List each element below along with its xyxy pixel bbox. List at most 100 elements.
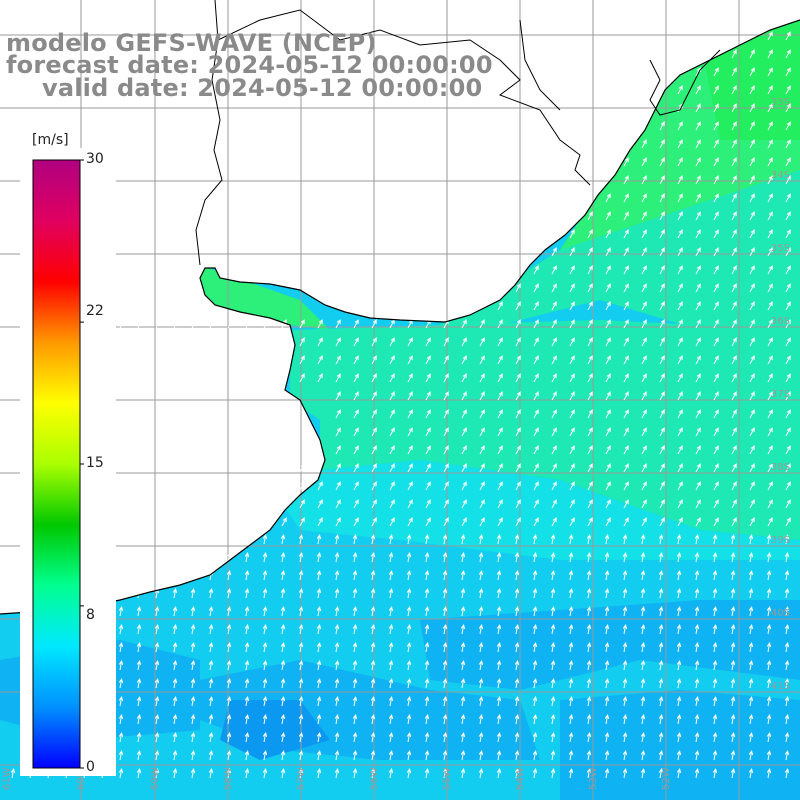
wind-arrow [587, 391, 593, 401]
wind-arrow-head [354, 391, 359, 397]
wind-arrow [695, 535, 699, 545]
wind-arrow [191, 697, 195, 707]
wind-arrow [767, 553, 771, 563]
wind-arrow [587, 589, 591, 599]
wind-arrow [353, 643, 357, 653]
wind-arrow-head [408, 409, 413, 415]
wind-arrow-head [118, 641, 124, 648]
wind-arrow-head [244, 695, 250, 702]
wind-arrow-head [696, 319, 701, 325]
wind-arrow-head [354, 463, 359, 469]
wind-arrow [641, 319, 647, 329]
wind-arrow [425, 589, 429, 599]
wind-arrow [299, 733, 303, 743]
wind-arrow-head [208, 605, 214, 612]
wind-arrow-head [694, 569, 700, 576]
wind-arrow-head [696, 265, 701, 271]
wind-arrow-head [640, 569, 646, 576]
wind-arrow [479, 661, 483, 671]
wind-arrow [263, 769, 267, 779]
wind-arrow [245, 571, 249, 581]
wind-arrow [227, 751, 231, 761]
wind-arrow [623, 319, 629, 329]
wind-arrow [407, 409, 413, 419]
wind-arrow [695, 571, 699, 581]
wind-arrow-head [336, 445, 341, 451]
wind-arrow [767, 121, 773, 131]
wind-arrow-head [768, 499, 773, 505]
wind-arrow-head [496, 731, 502, 738]
wind-arrow-head [570, 463, 575, 469]
wind-arrow-head [514, 695, 520, 702]
wind-arrow [551, 553, 555, 563]
wind-arrow [299, 535, 303, 545]
wind-arrow-head [280, 677, 286, 684]
wind-arrow [767, 643, 771, 653]
wind-arrow-head [714, 427, 719, 433]
wind-arrow [353, 625, 357, 635]
wind-arrow [659, 733, 663, 743]
wind-arrow-head [498, 517, 503, 523]
wind-arrow-head [354, 373, 359, 379]
wind-arrow-head [388, 587, 394, 594]
wind-arrow [677, 193, 683, 203]
wind-arrow [713, 733, 717, 743]
wind-arrow-head [154, 677, 160, 684]
wind-arrow [335, 427, 341, 437]
wind-arrow-head [606, 319, 611, 325]
wind-arrow [533, 661, 537, 671]
wind-arrow-head [732, 265, 737, 271]
wind-arrow [659, 481, 665, 491]
wind-arrow [425, 625, 429, 635]
wind-arrow [335, 499, 341, 509]
wind-arrow-head [768, 229, 773, 235]
wind-arrow [389, 589, 393, 599]
wind-arrow-head [118, 713, 124, 720]
wind-arrow-head [714, 337, 719, 343]
wind-arrow [299, 499, 305, 509]
wind-arrow-head [640, 749, 646, 756]
wind-arrow [461, 391, 467, 401]
wind-arrow [695, 85, 701, 95]
wind-arrow [371, 355, 377, 365]
wind-arrow-head [174, 301, 179, 307]
wind-arrow-head [534, 463, 539, 469]
wind-arrow-head [658, 587, 664, 594]
wind-arrow [551, 733, 555, 743]
wind-arrow-head [154, 713, 160, 720]
wind-arrow-head [334, 749, 340, 756]
wind-arrow-head [768, 481, 773, 487]
wind-arrow-head [606, 445, 611, 451]
wind-arrow-head [784, 659, 790, 666]
wind-arrow-head [642, 265, 647, 271]
wind-arrow-head [172, 767, 178, 774]
wind-arrow-head [516, 319, 521, 325]
wind-arrow [659, 715, 663, 725]
wind-arrow [407, 337, 413, 347]
wind-arrow-head [678, 247, 683, 253]
wind-arrow [587, 517, 593, 527]
wind-arrow [749, 337, 755, 347]
wind-arrow [749, 445, 755, 455]
wind-arrow-head [442, 605, 448, 612]
wind-arrow-head [406, 695, 412, 702]
wind-arrow-head [370, 551, 376, 558]
wind-arrow [785, 211, 791, 221]
wind-arrow [641, 769, 645, 779]
wind-arrow [551, 337, 557, 347]
wind-arrow-head [336, 499, 341, 505]
wind-arrow [569, 589, 573, 599]
wind-arrow [299, 607, 303, 617]
wind-arrow-head [426, 355, 431, 361]
wind-arrow [425, 463, 431, 473]
wind-arrow-head [570, 517, 575, 523]
wind-arrow [407, 715, 411, 725]
wind-arrow [695, 751, 699, 761]
wind-arrow-head [478, 713, 484, 720]
wind-arrow-head [372, 499, 377, 505]
wind-arrow [443, 733, 447, 743]
wind-arrow [587, 535, 591, 545]
wind-arrow-head [784, 695, 790, 702]
wind-arrow-head [390, 445, 395, 451]
wind-arrow-head [190, 659, 196, 666]
